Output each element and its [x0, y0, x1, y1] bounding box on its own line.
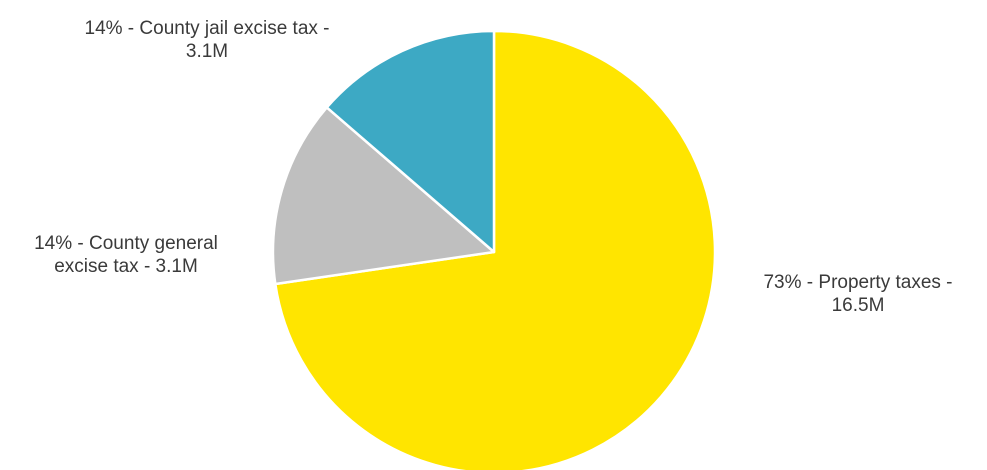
- slice-label-county-jail-excise-line2: 3.1M: [185, 41, 229, 62]
- slice-label-property-taxes-line1: 73% - Property taxes -: [763, 272, 953, 293]
- pie-slice-county-jail-excise: [325, 29, 496, 254]
- slice-label-county-jail-excise: 14% - County jail excise tax - 3.1M: [50, 17, 364, 63]
- slice-label-county-general-excise-line1: 14% - County general: [34, 233, 218, 254]
- slice-label-property-taxes-line2: 16.5M: [831, 295, 885, 316]
- slice-label-property-taxes: 73% - Property taxes - 16.5M: [738, 271, 978, 317]
- slice-label-county-general-excise-line2: excise tax - 3.1M: [54, 256, 198, 277]
- slice-label-county-general-excise: 14% - County general excise tax - 3.1M: [6, 232, 246, 278]
- slice-label-county-jail-excise-line1: 14% - County jail excise tax -: [84, 18, 330, 39]
- pie-slice-county-general-excise: [271, 106, 496, 286]
